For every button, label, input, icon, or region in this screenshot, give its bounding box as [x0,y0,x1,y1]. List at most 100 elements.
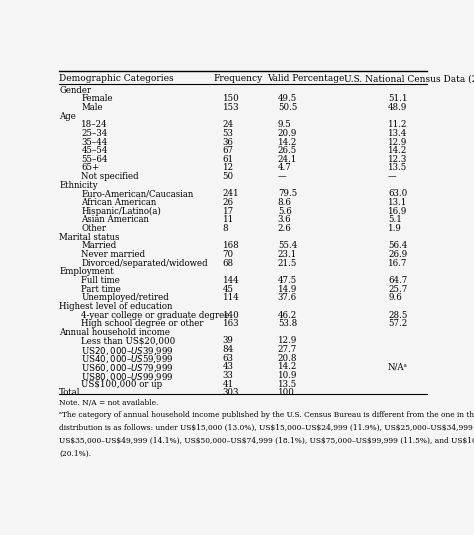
Text: 37.6: 37.6 [278,293,297,302]
Text: 68: 68 [223,258,234,268]
Text: 163: 163 [223,319,239,328]
Text: 1.9: 1.9 [388,224,402,233]
Text: 33: 33 [223,371,234,380]
Text: 47.5: 47.5 [278,276,297,285]
Text: 14.9: 14.9 [278,285,297,294]
Text: Frequency: Frequency [213,74,263,83]
Text: 35–44: 35–44 [82,137,108,147]
Text: Married: Married [82,241,117,250]
Text: 3.6: 3.6 [278,216,292,224]
Text: Ethnicity: Ethnicity [59,181,98,190]
Text: Total: Total [59,388,81,398]
Text: 13.5: 13.5 [388,164,407,172]
Text: US$80,000–US$99,999: US$80,000–US$99,999 [82,371,174,383]
Text: 57.2: 57.2 [388,319,407,328]
Text: 12: 12 [223,164,234,172]
Text: 8: 8 [223,224,228,233]
Text: 11: 11 [223,216,234,224]
Text: —: — [278,172,286,181]
Text: 18–24: 18–24 [82,120,108,129]
Text: 12.9: 12.9 [388,137,408,147]
Text: Not specified: Not specified [82,172,139,181]
Text: 21.5: 21.5 [278,258,297,268]
Text: 12.3: 12.3 [388,155,407,164]
Text: 4.7: 4.7 [278,164,292,172]
Text: 303: 303 [223,388,239,398]
Text: 14.2: 14.2 [388,146,408,155]
Text: 16.9: 16.9 [388,207,408,216]
Text: 61: 61 [223,155,234,164]
Text: Employment: Employment [59,268,114,276]
Text: Unemployed/retired: Unemployed/retired [82,293,169,302]
Text: —: — [388,172,397,181]
Text: 13.1: 13.1 [388,198,408,207]
Text: Highest level of education: Highest level of education [59,302,173,311]
Text: Hispanic/Latino(a): Hispanic/Latino(a) [82,207,161,216]
Text: 26.9: 26.9 [388,250,407,259]
Text: Gender: Gender [59,86,91,95]
Text: 150: 150 [223,94,239,103]
Text: 53.8: 53.8 [278,319,297,328]
Text: US$35,000–US$49,999 (14.1%), US$50,000–US$74,999 (18.1%), US$75,000–US$99,999 (1: US$35,000–US$49,999 (14.1%), US$50,000–U… [59,437,474,445]
Text: 65+: 65+ [82,164,100,172]
Text: Less than US$20,000: Less than US$20,000 [82,337,175,346]
Text: Female: Female [82,94,113,103]
Text: 14.2: 14.2 [278,137,297,147]
Text: 55–64: 55–64 [82,155,108,164]
Text: 5.6: 5.6 [278,207,292,216]
Text: 55.4: 55.4 [278,241,297,250]
Text: 20.8: 20.8 [278,354,297,363]
Text: 25–34: 25–34 [82,129,108,138]
Text: 45: 45 [223,285,234,294]
Text: 48.9: 48.9 [388,103,408,112]
Text: 64.7: 64.7 [388,276,407,285]
Text: 26: 26 [223,198,234,207]
Text: High school degree or other: High school degree or other [82,319,204,328]
Text: Valid Percentage: Valid Percentage [267,74,344,83]
Text: Asian American: Asian American [82,216,149,224]
Text: 16.7: 16.7 [388,258,408,268]
Text: 100: 100 [278,388,295,398]
Text: 43: 43 [223,362,234,371]
Text: 46.2: 46.2 [278,310,297,319]
Text: 50.5: 50.5 [278,103,297,112]
Text: 14.2: 14.2 [278,362,297,371]
Text: (20.1%).: (20.1%). [59,449,91,457]
Text: 23.1: 23.1 [278,250,297,259]
Text: 70: 70 [223,250,234,259]
Text: 4-year college or graduate degree: 4-year college or graduate degree [82,310,230,319]
Text: 49.5: 49.5 [278,94,297,103]
Text: US$20,000–US$39,999: US$20,000–US$39,999 [82,345,174,357]
Text: 2.6: 2.6 [278,224,292,233]
Text: 9.6: 9.6 [388,293,402,302]
Text: 50: 50 [223,172,234,181]
Text: 140: 140 [223,310,239,319]
Text: Note. N/A = not available.: Note. N/A = not available. [59,399,159,407]
Text: 13.5: 13.5 [278,380,297,389]
Text: 36: 36 [223,137,234,147]
Text: 56.4: 56.4 [388,241,407,250]
Text: 5.1: 5.1 [388,216,402,224]
Text: Never married: Never married [82,250,146,259]
Text: 63: 63 [223,354,234,363]
Text: 20.9: 20.9 [278,129,297,138]
Text: U.S. National Census Data (2012), %: U.S. National Census Data (2012), % [344,74,474,83]
Text: Full time: Full time [82,276,120,285]
Text: 241: 241 [223,189,239,198]
Text: US$100,000 or up: US$100,000 or up [82,380,163,389]
Text: 67: 67 [223,146,234,155]
Text: 53: 53 [223,129,234,138]
Text: 114: 114 [223,293,239,302]
Text: 12.9: 12.9 [278,337,297,346]
Text: 9.5: 9.5 [278,120,292,129]
Text: 153: 153 [223,103,239,112]
Text: 45–54: 45–54 [82,146,108,155]
Text: 144: 144 [223,276,239,285]
Text: 13.4: 13.4 [388,129,407,138]
Text: Age: Age [59,112,76,120]
Text: Demographic Categories: Demographic Categories [59,74,174,83]
Text: ᵃThe category of annual household income published by the U.S. Census Bureau is : ᵃThe category of annual household income… [59,411,474,419]
Text: 79.5: 79.5 [278,189,297,198]
Text: 27.7: 27.7 [278,345,297,354]
Text: US$40,000–US$59,999: US$40,000–US$59,999 [82,354,174,365]
